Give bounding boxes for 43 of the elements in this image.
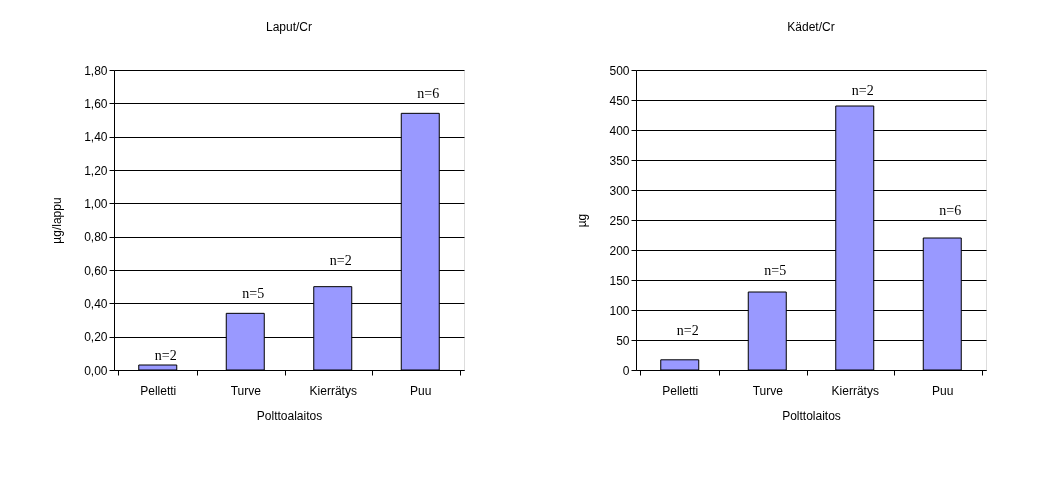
y-tick-label: 300 xyxy=(609,183,630,198)
y-tick-label: 0 xyxy=(622,363,630,378)
y-tick-label: 450 xyxy=(609,93,630,108)
annotation: n=2 xyxy=(851,83,874,98)
annotation: n=2 xyxy=(154,348,177,363)
annotation: n=6 xyxy=(417,86,440,102)
y-tick-label: 200 xyxy=(609,243,630,258)
y-axis-title: µg xyxy=(575,213,590,228)
x-tick-label: Pelletti xyxy=(140,383,177,398)
x-tick-label: Kierrätys xyxy=(831,383,879,398)
y-tick-label: 50 xyxy=(616,333,630,348)
x-tick-label: Puu xyxy=(410,383,432,398)
y-tick-label: 400 xyxy=(609,123,630,138)
x-axis-title: Polttoalaitos xyxy=(256,408,323,423)
y-tick-label: 150 xyxy=(609,273,630,288)
y-tick-label: 0,40 xyxy=(84,296,108,311)
x-tick-label: Kierrätys xyxy=(309,383,357,398)
y-tick-label: 0,80 xyxy=(84,230,108,245)
x-tick-label: Puu xyxy=(932,383,954,398)
x-tick-label: Turve xyxy=(230,383,262,398)
x-axis-title: Polttolaitos xyxy=(782,408,841,423)
x-tick-label: Turve xyxy=(752,383,784,398)
x-tick-label: Pelletti xyxy=(662,383,699,398)
y-tick-label: 500 xyxy=(609,63,630,78)
y-tick-label: 0,00 xyxy=(84,363,108,378)
annotation: n=5 xyxy=(242,286,265,302)
y-tick-label: 250 xyxy=(609,213,630,228)
annotation: n=2 xyxy=(329,253,352,268)
y-tick-label: 1,20 xyxy=(84,163,108,178)
y-axis-title: µg/lappu xyxy=(50,197,65,244)
y-tick-label: 1,80 xyxy=(84,63,108,78)
y-tick-label: 0,20 xyxy=(84,330,108,345)
annotation: n=2 xyxy=(676,323,699,338)
y-tick-label: 1,00 xyxy=(84,196,108,211)
y-tick-label: 100 xyxy=(609,303,630,318)
annotation: n=5 xyxy=(764,263,787,278)
y-tick-label: 1,60 xyxy=(84,96,108,111)
y-tick-label: 0,60 xyxy=(84,263,108,278)
y-tick-label: 350 xyxy=(609,153,630,168)
chart-title: Kädet/Cr xyxy=(787,20,835,34)
chart-title: Laput/Cr xyxy=(265,20,313,34)
y-tick-label: 1,40 xyxy=(84,130,108,145)
annotation: n=6 xyxy=(939,203,962,218)
